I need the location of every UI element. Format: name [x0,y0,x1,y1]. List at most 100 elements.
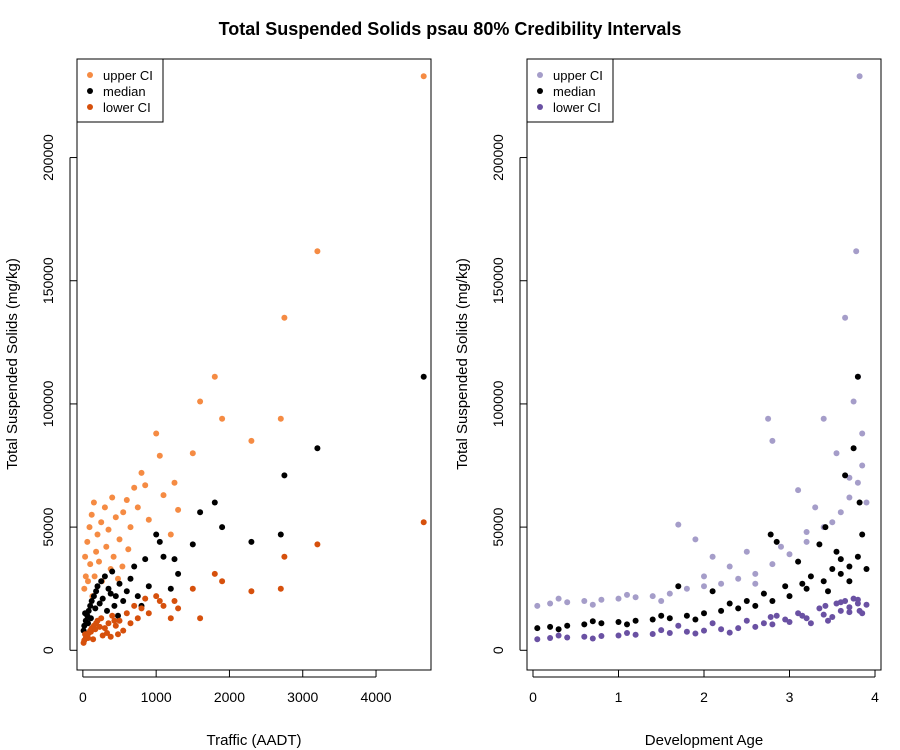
left-point-median [314,445,321,452]
left-x-tick-label: 4000 [360,689,391,705]
right-point-lower [782,616,789,623]
left-point-median [420,373,427,380]
right-point-upper [675,521,682,528]
right-point-lower [769,621,776,628]
left-y-ticks: 0 50000 100000 150000 200000 [40,134,77,654]
left-point-upper [88,511,95,518]
right-point-lower [701,627,707,634]
right-point-lower [658,627,665,634]
left-point-lower [138,605,145,612]
left-point-upper [119,563,126,570]
right-point-upper [854,479,861,486]
right-point-upper [769,561,776,568]
left-x-tick-label: 0 [79,689,87,705]
right-x-ticks: 0 1 2 3 4 [529,670,879,705]
right-point-lower [837,607,844,614]
left-point-lower [104,630,110,636]
right-point-median [675,583,682,590]
left-point-upper [314,248,321,255]
left-point-median [116,580,123,587]
left-point-lower [101,625,108,632]
left-point-median [109,568,116,575]
left-point-upper [281,314,288,321]
right-point-median [782,583,789,590]
right-point-lower [773,612,780,619]
right-point-lower [859,610,866,617]
left-point-lower [90,636,97,643]
right-point-lower [598,633,605,639]
left-x-tick-label: 1000 [141,689,172,705]
left-point-upper [84,538,91,545]
left-point-lower [145,610,152,617]
left-point-lower [171,598,178,604]
right-x-tick-label: 2 [700,689,708,705]
left-point-median [111,602,118,609]
right-point-upper [534,602,541,609]
right-point-lower [675,622,682,629]
left-point-median [123,588,130,595]
right-point-median [726,600,733,607]
right-point-lower [735,625,742,632]
right-point-median [709,588,716,595]
left-plot-frame [76,58,432,671]
right-point-median [799,580,806,587]
right-point-upper [718,580,725,587]
right-point-upper [547,600,554,607]
right-point-lower [564,634,571,641]
right-point-median [632,617,639,624]
right-point-lower [709,620,716,627]
right-legend-label-upper: upper CI [553,68,603,83]
right-x-tick-label: 3 [786,689,794,705]
left-point-lower [87,628,94,635]
right-point-median [752,602,759,609]
left-y-tick-label: 150000 [40,257,56,304]
left-point-upper [109,494,116,501]
right-point-upper [837,509,844,516]
left-y-axis-label: Total Suspended Solids (mg/kg) [4,258,21,470]
left-point-median [90,593,97,600]
right-point-median [743,598,750,604]
left-x-tick-label: 2000 [214,689,245,705]
left-point-median [197,509,204,516]
right-point-lower [581,633,588,640]
right-point-median [795,558,802,565]
left-point-upper [171,479,178,486]
right-point-median [807,573,814,580]
left-x-axis-label: Traffic (AADT) [206,732,301,749]
right-point-median [683,612,690,619]
right-point-upper [765,415,772,422]
left-point-upper [145,516,152,523]
right-point-upper [853,248,860,255]
left-point-median [105,585,112,592]
left-x-ticks: 0 1000 2000 3000 4000 [79,670,392,705]
right-x-tick-label: 0 [529,689,537,705]
right-y-tick-label: 200000 [490,134,506,181]
left-point-median [115,612,121,619]
right-point-median [701,610,707,617]
right-point-median [822,524,829,531]
left-point-upper [123,497,130,503]
left-point-lower [197,615,204,622]
right-point-lower [534,636,541,643]
right-point-upper [842,314,849,321]
right-point-upper [859,462,866,469]
left-point-upper [98,519,105,526]
right-point-median [833,548,840,555]
left-legend-label-upper: upper CI [103,68,153,83]
right-point-lower [718,626,725,633]
right-point-median [859,531,866,538]
right-point-median [589,618,596,625]
left-point-upper [197,398,204,405]
right-point-upper [666,590,673,597]
left-point-upper [160,492,167,499]
right-point-upper [632,594,639,601]
right-x-tick-label: 4 [871,689,879,705]
right-point-upper [581,598,588,604]
right-point-median [829,566,836,572]
right-point-median [850,445,857,452]
left-point-upper [127,524,134,531]
left-point-median [87,602,94,609]
right-point-median [769,598,776,604]
